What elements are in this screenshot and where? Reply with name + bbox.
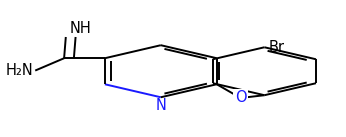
Text: NH: NH <box>69 21 91 36</box>
Text: N: N <box>155 98 166 113</box>
Text: O: O <box>235 90 246 105</box>
Text: H₂N: H₂N <box>6 63 34 78</box>
Text: Br: Br <box>269 40 285 55</box>
